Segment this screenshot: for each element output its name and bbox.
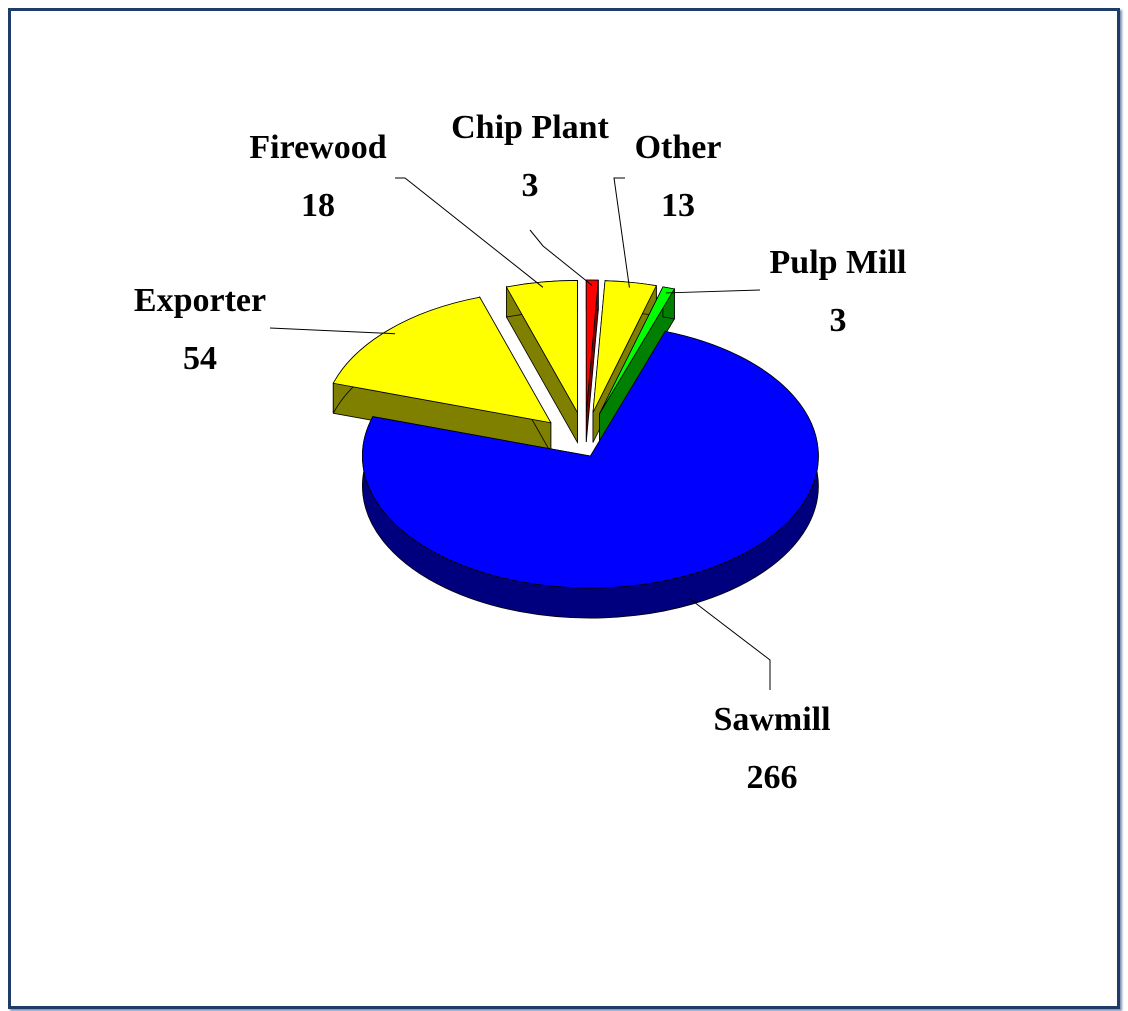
slice-value: 3	[522, 167, 539, 204]
slice-label: Pulp Mill	[770, 244, 907, 281]
slice	[599, 286, 676, 414]
slice-label: Exporter	[134, 282, 266, 319]
slice-value: 18	[301, 187, 335, 224]
leader-line	[529, 229, 593, 286]
slice-value: 13	[661, 187, 695, 224]
leader-line	[665, 289, 761, 294]
leader-line	[688, 597, 771, 690]
slice	[332, 296, 552, 424]
leader-line	[613, 177, 630, 288]
slice-label: Firewood	[249, 129, 386, 166]
slice	[362, 330, 819, 589]
slice-value: 54	[183, 340, 217, 377]
slice	[592, 280, 657, 413]
slice-label: Other	[635, 129, 722, 166]
slice-label: Chip Plant	[451, 109, 609, 146]
slice-value: 3	[830, 302, 847, 339]
slice-value: 266	[747, 759, 798, 796]
slice	[585, 279, 599, 413]
leader-line	[269, 327, 396, 335]
slice	[505, 280, 578, 414]
slice-label: Sawmill	[713, 701, 830, 738]
leader-line	[395, 177, 544, 288]
